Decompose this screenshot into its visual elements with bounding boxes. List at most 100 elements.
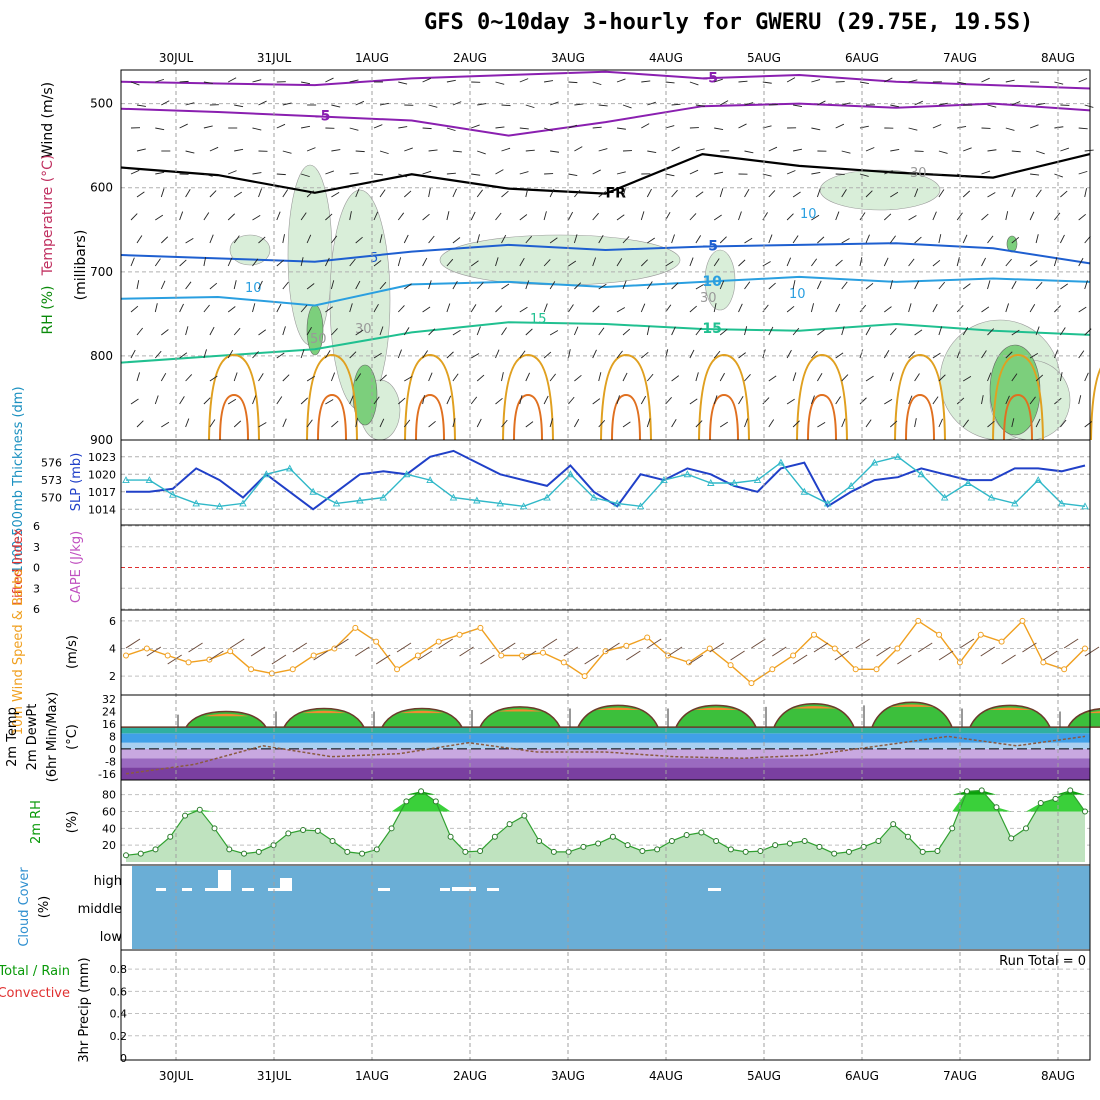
slp-marker: [449, 493, 458, 501]
wind-barb: [762, 173, 772, 177]
wind-barb: [258, 100, 267, 106]
wind-barb: [811, 258, 818, 267]
wind-barb: [646, 188, 652, 198]
rh-point: [211, 825, 218, 832]
wind-barb: [373, 211, 379, 221]
wind-barb: [355, 236, 363, 244]
wind-barb: [574, 282, 582, 290]
wind-barb: [768, 282, 776, 290]
wind-barb: [1011, 373, 1018, 382]
precip-ytick: 0: [120, 1052, 127, 1065]
wind-barb: [768, 146, 778, 152]
date-label-bottom: 6AUG: [845, 1069, 879, 1083]
wind-barb: [446, 211, 450, 221]
wind-barb: [525, 280, 530, 290]
rh-high-area: [126, 790, 1085, 812]
wind-barb: [568, 81, 578, 84]
wind-barb: [501, 327, 507, 336]
wind-barb: [744, 150, 754, 154]
wind-barb: [549, 418, 554, 428]
isotherm-25-line: [709, 393, 739, 441]
wind-barb: [452, 237, 461, 244]
wind-barb: [1060, 190, 1068, 198]
wind-speed-point: [477, 624, 484, 631]
rh-point: [1008, 835, 1015, 842]
wind-barb: [501, 283, 510, 290]
wind-barb: [379, 189, 386, 198]
wind-barb: [616, 258, 623, 267]
rh-point: [506, 821, 513, 828]
wind-barb-10m: [250, 646, 266, 657]
wind-barb-10m: [542, 638, 558, 649]
wind-barb: [1078, 257, 1084, 267]
wind-barb: [981, 77, 990, 83]
wind-barb: [908, 215, 917, 221]
wind-barb: [543, 211, 547, 221]
wind-barb: [665, 81, 675, 84]
contour-label: 10: [245, 281, 262, 296]
wind-barb-10m: [209, 650, 224, 661]
wind-barb-10m: [980, 646, 996, 657]
wind-barb: [373, 303, 379, 313]
wind-barb: [671, 189, 678, 198]
wind-barb: [495, 397, 503, 405]
wind-barb: [398, 173, 407, 178]
wind-barb: [689, 398, 698, 405]
isotherm-25-line: [807, 393, 837, 441]
wind-barb: [719, 421, 728, 428]
wind-barb-10m: [188, 642, 203, 653]
wind-barb: [403, 419, 411, 428]
wind-barb: [981, 395, 984, 405]
wind-barb: [452, 329, 461, 336]
wind-barb: [738, 352, 746, 359]
wind-barb: [373, 260, 382, 267]
slp-marker: [169, 490, 177, 498]
upper-ytick: 700: [90, 265, 113, 279]
wind-barb: [598, 148, 608, 152]
wind-barb: [592, 212, 599, 221]
dewpoint-line: [125, 735, 1086, 775]
contour-label: 5: [370, 251, 378, 266]
isotherm-20-line: [894, 353, 946, 441]
wind-barb: [325, 77, 334, 83]
upper-ytick: 600: [90, 181, 113, 195]
wind-barb: [1005, 79, 1015, 83]
wind-barb: [428, 372, 433, 382]
wind-barb: [713, 258, 720, 267]
wind-barb: [689, 305, 697, 313]
wind-barb: [744, 102, 754, 106]
wind-barb: [136, 148, 146, 152]
wind-barb: [301, 125, 311, 129]
wind-barb-10m: [1084, 646, 1100, 657]
wind-barb: [865, 419, 872, 428]
wind-barb: [349, 127, 359, 131]
thickness-ytick: 576: [41, 457, 62, 470]
temp-band: [121, 733, 1090, 743]
wind-barb: [646, 281, 653, 290]
wind-barb: [233, 191, 242, 198]
wind-barb: [884, 77, 893, 83]
wind-speed-point: [581, 673, 588, 680]
wind-barb: [501, 234, 507, 244]
cloud-unit-label: (%): [37, 896, 52, 919]
wind-barb: [841, 102, 851, 106]
wind-barb: [665, 260, 674, 267]
wind-barb: [397, 257, 402, 267]
wind-barb: [890, 148, 900, 152]
wind-barb: [428, 420, 436, 428]
wind-barb: [446, 351, 454, 359]
wind-barb: [859, 257, 863, 267]
wind-barb: [792, 235, 799, 244]
wind-barb: [889, 235, 896, 244]
wind-barb: [1029, 124, 1039, 129]
wind-barb: [252, 172, 262, 175]
wind-speed-point: [915, 617, 922, 624]
wind-barb: [646, 418, 651, 428]
wind-barb: [957, 173, 966, 178]
wind-barb: [859, 304, 867, 313]
wind-barb: [397, 349, 402, 359]
wind-barb: [161, 421, 170, 428]
rh-point: [978, 787, 985, 794]
wind-barb: [719, 372, 725, 382]
wind-barb-10m: [584, 654, 599, 665]
